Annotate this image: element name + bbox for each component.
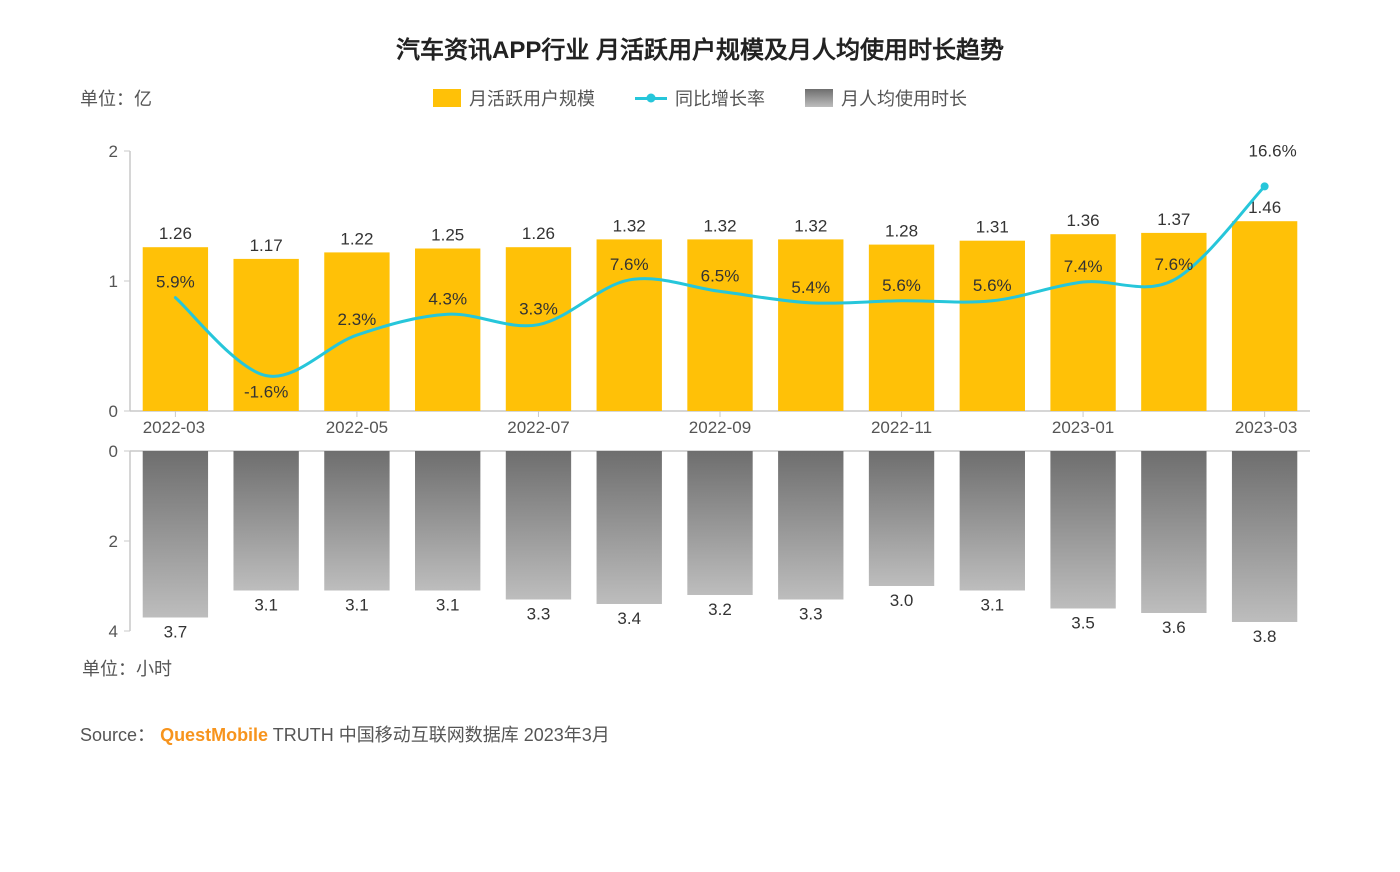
- svg-text:7.6%: 7.6%: [1154, 255, 1193, 274]
- legend-mau: 月活跃用户规模: [433, 85, 595, 111]
- svg-text:2022-09: 2022-09: [689, 418, 751, 437]
- svg-text:1.22: 1.22: [340, 229, 373, 248]
- svg-text:3.3: 3.3: [527, 605, 551, 624]
- svg-text:5.4%: 5.4%: [791, 278, 830, 297]
- svg-text:3.1: 3.1: [980, 596, 1004, 615]
- legend-label-duration: 月人均使用时长: [841, 85, 967, 111]
- svg-text:2022-11: 2022-11: [871, 418, 932, 437]
- svg-text:6.5%: 6.5%: [701, 266, 740, 285]
- legend-label-growth: 同比增长率: [675, 85, 765, 111]
- svg-text:7.4%: 7.4%: [1064, 257, 1103, 276]
- svg-text:2023-01: 2023-01: [1052, 418, 1114, 437]
- legend-growth: 同比增长率: [635, 85, 765, 111]
- svg-text:5.6%: 5.6%: [882, 276, 921, 295]
- svg-text:1.32: 1.32: [613, 216, 646, 235]
- legend-label-mau: 月活跃用户规模: [469, 85, 595, 111]
- svg-text:7.6%: 7.6%: [610, 255, 649, 274]
- svg-text:2: 2: [109, 532, 118, 551]
- svg-text:3.8: 3.8: [1253, 627, 1277, 646]
- svg-text:0: 0: [109, 442, 118, 461]
- svg-text:1: 1: [109, 272, 118, 291]
- svg-text:2: 2: [109, 142, 118, 161]
- svg-text:5.9%: 5.9%: [156, 273, 195, 292]
- svg-text:3.5: 3.5: [1071, 614, 1095, 633]
- svg-text:1.26: 1.26: [159, 224, 192, 243]
- svg-text:3.6: 3.6: [1162, 618, 1186, 637]
- legend: 月活跃用户规模 同比增长率 月人均使用时长: [433, 85, 967, 111]
- svg-text:1.26: 1.26: [522, 224, 555, 243]
- svg-text:16.6%: 16.6%: [1249, 141, 1297, 160]
- svg-text:1.31: 1.31: [976, 218, 1009, 237]
- svg-text:1.32: 1.32: [794, 216, 827, 235]
- unit-top-label: 单位：亿: [80, 85, 152, 111]
- svg-text:2.3%: 2.3%: [338, 310, 377, 329]
- legend-swatch-mau: [433, 89, 461, 107]
- duration-chart: 0 2 4 3.7 3.1 3.1 3.1 3.3 3.4 3.2 3.3 3.0 3.1 3.5 3.6 3…: [80, 441, 1320, 651]
- svg-text:2023-03: 2023-03: [1235, 418, 1297, 437]
- svg-text:3.3: 3.3: [799, 605, 823, 624]
- mau-chart: 0 1 2 1.26 1.17 1.22 1.25 1.26 1.32 1.32 1.32 1.28 1…: [80, 121, 1320, 441]
- svg-text:1.17: 1.17: [250, 236, 283, 255]
- source-line: Source： QuestMobile TRUTH 中国移动互联网数据库 202…: [80, 721, 1320, 747]
- svg-text:3.3%: 3.3%: [519, 300, 558, 319]
- svg-text:1.25: 1.25: [431, 226, 464, 245]
- svg-text:3.7: 3.7: [164, 623, 188, 642]
- svg-text:4: 4: [109, 622, 118, 641]
- svg-text:2022-03: 2022-03: [143, 418, 205, 437]
- source-prefix: Source：: [80, 725, 155, 745]
- svg-text:5.6%: 5.6%: [973, 276, 1012, 295]
- unit-bottom-label: 单位：小时: [82, 655, 1320, 681]
- svg-text:3.2: 3.2: [708, 600, 732, 619]
- legend-swatch-duration: [805, 89, 833, 107]
- source-rest: TRUTH 中国移动互联网数据库 2023年3月: [273, 725, 610, 745]
- svg-text:3.1: 3.1: [345, 596, 369, 615]
- svg-text:1.28: 1.28: [885, 222, 918, 241]
- source-brand: QuestMobile: [160, 725, 268, 745]
- svg-text:2022-07: 2022-07: [507, 418, 569, 437]
- legend-duration: 月人均使用时长: [805, 85, 967, 111]
- svg-text:4.3%: 4.3%: [428, 289, 467, 308]
- legend-swatch-line: [635, 97, 667, 100]
- svg-text:1.36: 1.36: [1067, 211, 1100, 230]
- chart-title: 汽车资讯APP行业 月活跃用户规模及月人均使用时长趋势: [80, 30, 1320, 65]
- svg-text:3.4: 3.4: [617, 609, 641, 628]
- svg-text:3.0: 3.0: [890, 591, 914, 610]
- svg-text:3.1: 3.1: [436, 596, 460, 615]
- svg-text:0: 0: [109, 402, 118, 421]
- svg-text:-1.6%: -1.6%: [244, 383, 288, 402]
- svg-text:3.1: 3.1: [254, 596, 278, 615]
- svg-text:1.37: 1.37: [1157, 210, 1190, 229]
- svg-text:1.32: 1.32: [703, 216, 736, 235]
- svg-text:2022-05: 2022-05: [326, 418, 388, 437]
